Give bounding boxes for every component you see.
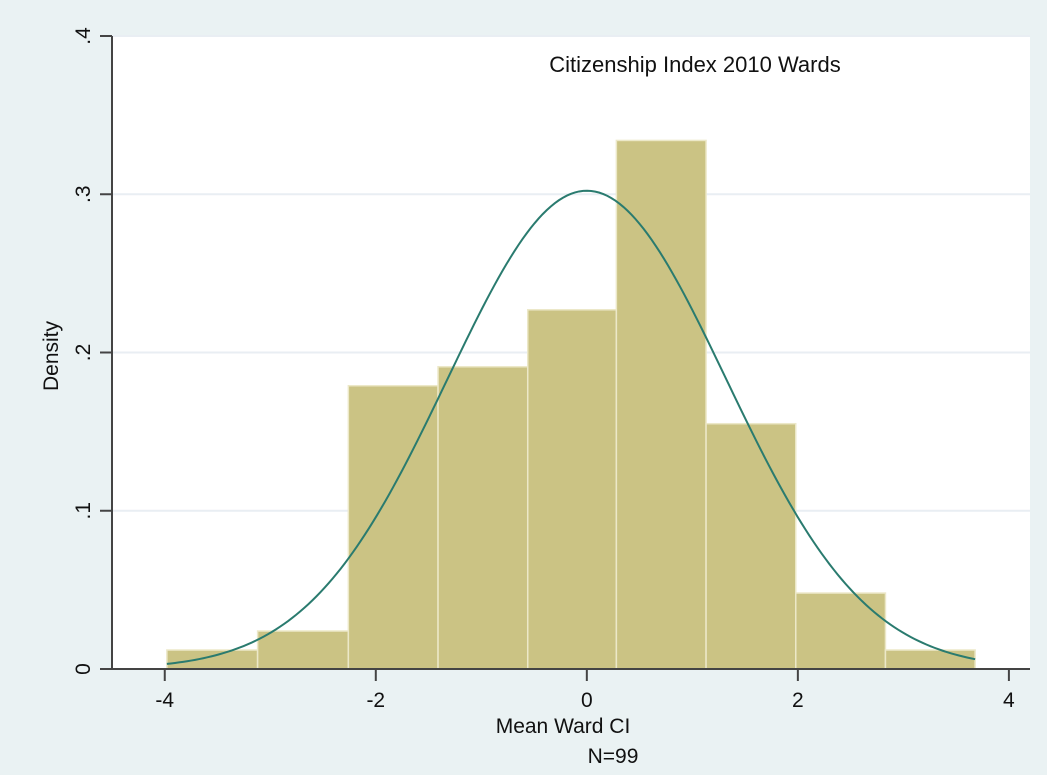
x-tick-label-4: 4: [1003, 689, 1015, 712]
histogram-bars: [166, 139, 976, 670]
histogram-bar-1: [166, 649, 259, 670]
x-axis-ticks: -4 -2 0 2 4: [155, 669, 1015, 712]
normal-density-curve: [166, 189, 976, 665]
y-tick-label-3: .3: [72, 185, 95, 203]
y-tick-label-4: .4: [72, 27, 95, 45]
y-tick-label-1: .1: [72, 502, 95, 520]
x-tick-label-3: 2: [792, 689, 804, 712]
chart-title: Citizenship Index 2010 Wards: [549, 52, 840, 77]
histogram-bar-6: [615, 139, 707, 670]
x-tick-label-2: 0: [581, 689, 593, 712]
histogram-bar-3: [347, 384, 439, 670]
histogram-bar-9: [884, 649, 976, 670]
x-tick-label-0: -4: [155, 689, 174, 712]
y-tick-label-2: .2: [72, 344, 95, 362]
y-axis-ticks: 0 .1 .2 .3 .4: [72, 27, 112, 675]
histogram-bar-5: [526, 309, 618, 670]
x-axis-label: Mean Ward CI: [496, 715, 631, 738]
histogram-bar-2: [256, 630, 350, 670]
x-tick-label-1: -2: [366, 689, 385, 712]
y-tick-label-0: 0: [72, 663, 95, 675]
histogram-bar-7: [705, 422, 797, 670]
sample-size-note: N=99: [588, 745, 639, 768]
histogram-bar-4: [437, 365, 529, 670]
histogram-bar-8: [795, 592, 887, 670]
y-axis-label: Density: [40, 320, 63, 391]
